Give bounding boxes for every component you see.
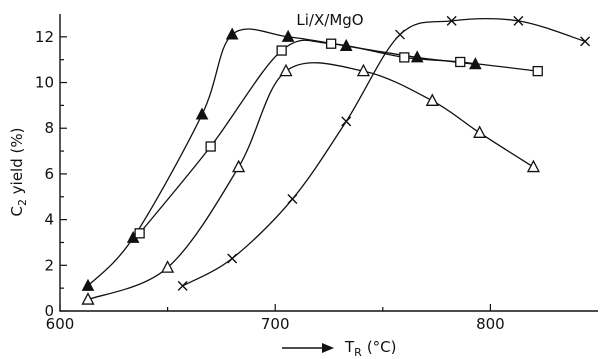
series-line-open-triangle [87,62,534,301]
axes-frame [59,14,598,312]
data-point-cross [177,280,188,291]
data-point-open-square [326,38,337,49]
series-filled-triangle [81,27,482,291]
data-point-cross [287,194,298,205]
data-point-open-triangle [356,63,371,77]
series-open-triangle [81,62,541,305]
x-axis-title-main: T [344,338,355,356]
y-tick-label: 4 [44,211,54,229]
series-line-cross [182,18,586,287]
series-layer [81,15,591,305]
data-point-cross [341,116,352,127]
y-tick-label: 6 [44,165,54,183]
data-point-filled-triangle [281,29,295,42]
data-point-open-square [455,56,466,68]
y-axis-title-sub: 2 [16,199,29,206]
data-point-open-triangle [473,125,487,138]
ticks: 0 2 4 6 8 10 12 600 700 800 [35,28,505,333]
data-point-open-square [399,52,410,63]
data-point-open-triangle [81,292,95,305]
series-line-filled-triangle [87,28,476,287]
data-point-open-square [532,65,543,77]
data-point-cross [513,15,524,26]
x-axis-title-unit: (°C) [367,338,397,356]
y-axis-title-main: C [8,206,26,216]
y-tick-label: 2 [44,256,54,274]
svg-text:TR(°C): TR (°C) [344,338,397,359]
y-tick-label: 10 [35,74,54,92]
svg-text:C2 yield (%): C2 yield (%) [8,128,29,217]
data-point-open-square [276,45,287,56]
data-point-open-triangle [279,63,293,77]
x-tick-label: 600 [46,315,75,333]
data-point-filled-triangle [81,278,95,291]
x-tick-label: 700 [261,315,290,333]
data-point-open-triangle [232,159,246,173]
data-point-cross [446,15,457,26]
data-point-cross [580,36,591,47]
x-tick-label: 800 [476,315,505,333]
y-tick-label: 0 [44,302,54,320]
data-point-cross [395,29,406,40]
y-tick-label: 12 [35,28,54,46]
y-axis-title: C2 yield (%) [8,128,29,217]
data-point-open-triangle [161,260,175,273]
x-axis-title: TR (°C) [282,338,397,359]
data-point-open-square [134,228,145,239]
data-point-open-square [205,141,216,152]
data-point-open-triangle [425,93,439,106]
data-point-filled-triangle [225,27,239,40]
x-axis-arrow-head [322,343,334,353]
chart-title: Li/X/MgO [296,11,363,29]
data-point-open-triangle [526,159,541,173]
series-open-square [134,38,543,239]
series-cross [177,15,591,291]
axes [59,14,598,312]
x-axis-title-sub: R [354,346,362,359]
y-axis-title-rest: yield (%) [8,128,26,199]
data-point-filled-triangle [195,107,209,120]
y-tick-label: 8 [44,119,54,137]
data-point-cross [227,253,238,264]
